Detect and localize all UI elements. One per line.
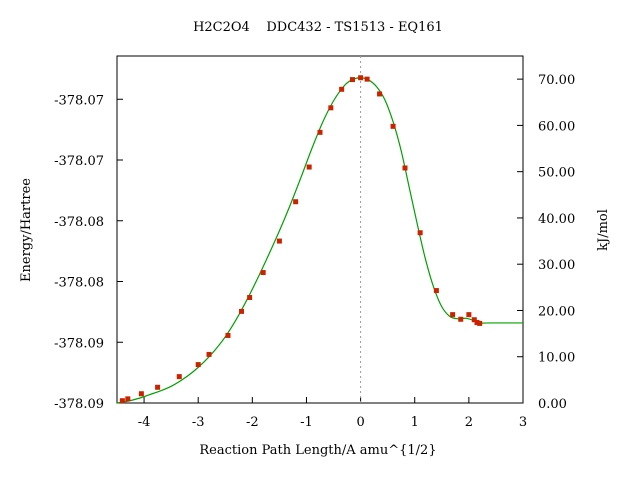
y-left-tick-label: -378.08: [54, 215, 104, 230]
data-point: [239, 308, 245, 314]
data-point: [206, 351, 212, 357]
data-point: [260, 270, 266, 276]
data-point: [433, 288, 439, 294]
x-tick-label: -2: [246, 415, 259, 430]
x-tick-label: 3: [519, 415, 527, 430]
data-points: [119, 75, 483, 404]
chart-title: H2C2O4 DDC432 - TS1513 - EQ161: [193, 20, 443, 35]
y-right-tick-label: 0.00: [538, 397, 567, 412]
data-point: [402, 165, 408, 171]
data-point: [450, 312, 456, 318]
data-point: [474, 320, 480, 325]
y-right-tick-label: 30.00: [538, 258, 575, 273]
data-point: [306, 164, 312, 170]
data-point: [466, 312, 472, 318]
data-point: [417, 230, 423, 236]
data-point: [195, 362, 201, 368]
y-left-tick-label: -378.08: [54, 276, 104, 291]
x-tick-label: -1: [300, 415, 313, 430]
data-point: [328, 105, 334, 111]
x-tick-label: 2: [465, 415, 473, 430]
y-right-tick-label: 60.00: [538, 119, 575, 134]
data-point: [377, 91, 383, 97]
data-point: [458, 316, 464, 322]
data-point: [138, 391, 144, 397]
x-axis: -4 -3 -2 -1 0 1 2 3: [138, 397, 527, 430]
energy-curve: [116, 77, 523, 404]
data-point: [477, 320, 483, 326]
y-axis-left: -378.09 -378.09 -378.08 -378.08 -378.07 -378.…: [54, 93, 123, 412]
y-right-tick-label: 40.00: [538, 212, 575, 227]
data-point: [471, 317, 477, 323]
x-axis-label: Reaction Path Length/A amu^{1/2}: [199, 443, 436, 458]
data-point: [317, 129, 323, 135]
y-axis-left-label: Energy/Hartree: [19, 178, 34, 282]
data-point: [358, 75, 364, 81]
data-point: [293, 199, 299, 205]
y-right-tick-label: 70.00: [538, 73, 575, 88]
data-point: [349, 77, 355, 83]
data-point: [155, 384, 161, 390]
x-tick-label: 0: [356, 415, 364, 430]
data-point: [119, 398, 125, 404]
data-point: [339, 86, 345, 92]
data-point: [390, 123, 396, 129]
data-point: [176, 374, 182, 380]
x-tick-label: 1: [411, 415, 419, 430]
x-tick-label: -3: [192, 415, 205, 430]
y-axis-right: 0.00 10.00 20.00 30.00 40.00 50.00 60.00 70.00: [517, 73, 575, 412]
y-right-tick-label: 20.00: [538, 304, 575, 319]
y-left-tick-label: -378.09: [54, 397, 104, 412]
y-axis-right-label: kJ/mol: [596, 209, 611, 251]
y-right-tick-label: 10.00: [538, 351, 575, 366]
y-left-tick-label: -378.09: [54, 336, 104, 351]
y-right-tick-label: 50.00: [538, 166, 575, 181]
data-point: [276, 238, 282, 244]
data-point: [125, 396, 131, 402]
x-tick-label: -4: [138, 415, 151, 430]
data-point: [247, 295, 253, 301]
data-point: [364, 76, 370, 82]
y-left-tick-label: -378.07: [54, 154, 104, 169]
plot-frame: [116, 55, 524, 404]
data-point: [225, 332, 231, 338]
y-left-tick-label: -378.07: [54, 93, 104, 108]
